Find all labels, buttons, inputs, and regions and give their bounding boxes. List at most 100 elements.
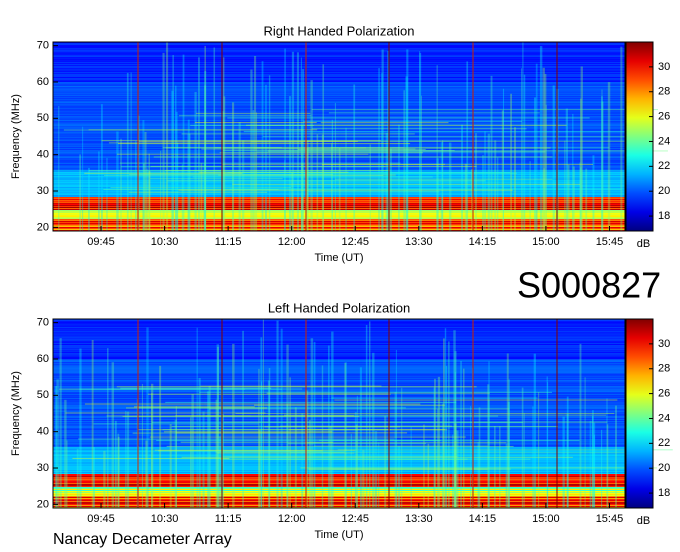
- spectrum-line: [63, 129, 304, 131]
- y-tick-label: 30: [37, 185, 49, 197]
- spectrum-streak: [606, 398, 608, 508]
- spectrum-row: [53, 493, 625, 494]
- spectrum-row: [53, 124, 625, 125]
- spectrum-row: [53, 363, 625, 364]
- spectrum-row: [53, 215, 625, 216]
- spectrum-streak: [261, 61, 264, 231]
- spectrum-row: [53, 68, 625, 69]
- spectrum-line: [150, 178, 283, 180]
- spectrum-row: [53, 142, 625, 143]
- spectrum-row: [53, 101, 625, 102]
- spectrum-row: [53, 344, 625, 345]
- spectrum-row: [53, 478, 625, 479]
- spectrum-row: [53, 476, 625, 477]
- spectrum-line: [93, 423, 259, 425]
- spectrum-line: [175, 415, 354, 417]
- spectrum-row: [53, 84, 625, 85]
- spectrum-streak: [475, 133, 477, 231]
- spectrum-row: [53, 421, 625, 422]
- spectrum-line: [227, 171, 511, 173]
- spectrum-streak: [125, 410, 127, 508]
- spectrum-row: [53, 494, 625, 495]
- spectrum-row: [53, 200, 625, 201]
- spectrum-streak: [103, 450, 106, 508]
- spectrum-row: [53, 485, 625, 486]
- y-tick-label: 20: [37, 221, 49, 233]
- spectrum-streak: [562, 416, 565, 508]
- spectrum-streak: [197, 57, 200, 231]
- spectrum-streak: [55, 386, 58, 508]
- spectrum-streak: [116, 131, 119, 231]
- spectrum-streak: [174, 419, 177, 508]
- spectrum-streak: [76, 448, 79, 508]
- spectrum-row: [53, 217, 625, 218]
- spectrum-row: [53, 361, 625, 362]
- spectrum-row: [53, 391, 625, 392]
- spectrum-streak: [82, 126, 84, 231]
- spectrum-line: [334, 399, 618, 401]
- spectrum-streak: [146, 327, 149, 508]
- spectrum-row: [53, 325, 625, 326]
- spectrum-streak: [151, 383, 154, 508]
- spectrum-row: [53, 370, 625, 371]
- spectrum-line: [129, 174, 333, 176]
- spectrum-row: [53, 378, 625, 379]
- spectrum-streak: [488, 400, 490, 508]
- spectrum-line: [304, 172, 517, 174]
- spectrum-row: [53, 78, 625, 79]
- y-tick-label: 60: [37, 76, 49, 88]
- spectrum-streak: [585, 168, 588, 231]
- spectrum-row: [53, 331, 625, 332]
- spectrum-line: [175, 432, 408, 434]
- spectrum-row: [53, 339, 625, 340]
- spectrum-row: [53, 466, 625, 467]
- spectrum-row: [53, 332, 625, 333]
- x-tick-label: 09:45: [87, 236, 115, 248]
- spectrum-streak: [462, 368, 465, 508]
- spectrum-row: [53, 327, 625, 328]
- spectrum-streak: [592, 410, 594, 508]
- spectrum-row: [53, 145, 625, 146]
- colorbar-tick-label: 22: [658, 437, 670, 449]
- spectrum-streak: [606, 424, 609, 508]
- spectrum-line: [192, 176, 433, 178]
- spectrum-row: [53, 414, 625, 415]
- spectrum-row: [53, 60, 625, 61]
- spectrum-streak: [444, 328, 447, 508]
- spectrum-row: [53, 375, 625, 376]
- x-tick-label: 12:00: [278, 513, 306, 525]
- spectrum-streak: [126, 72, 129, 231]
- spectrum-line: [153, 156, 553, 158]
- spectrum-line: [117, 143, 411, 145]
- spectrum-line: [267, 150, 668, 152]
- spectrum-row: [53, 335, 625, 336]
- spectrum-streak: [487, 133, 490, 231]
- colorbar-tick-label: 26: [658, 111, 670, 123]
- spectrum-row: [53, 360, 625, 361]
- spectrum-streak: [419, 53, 422, 232]
- spectrum-row: [53, 187, 625, 188]
- spectrum-streak: [321, 134, 324, 231]
- spectrum-line: [116, 153, 369, 155]
- spectrum-streak: [441, 403, 445, 508]
- spectrum-streak: [499, 426, 501, 508]
- spectrum-row: [53, 224, 625, 225]
- spectrum-streak: [353, 84, 356, 232]
- spectrum-line: [137, 429, 445, 431]
- spectrum-row: [53, 118, 625, 119]
- spectrum-streak: [93, 447, 96, 508]
- spectrum-streak: [362, 449, 365, 508]
- spectrum-row: [53, 373, 625, 374]
- spectrum-row: [53, 167, 625, 168]
- spectrum-row: [53, 383, 625, 384]
- y-axis-label: Frequency (MHz): [10, 371, 22, 456]
- spectrum-streak: [258, 368, 260, 508]
- spectrum-row: [53, 338, 625, 339]
- spectrum-row: [53, 486, 625, 487]
- spectrum-streak: [490, 75, 493, 232]
- spectrum-row: [53, 428, 625, 429]
- spectrum-streak: [436, 158, 439, 231]
- spectrum-row: [53, 95, 625, 96]
- spectrum-row: [53, 420, 625, 421]
